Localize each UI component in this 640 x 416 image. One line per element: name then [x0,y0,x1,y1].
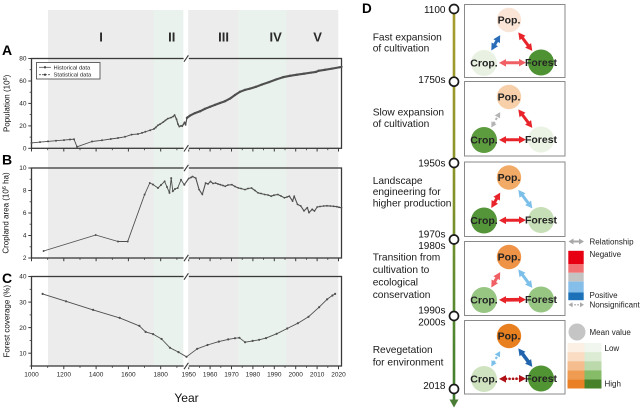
svg-text:I: I [99,29,103,44]
svg-text:of cultivation: of cultivation [373,44,430,55]
svg-text:1200: 1200 [57,372,72,379]
svg-text:1960: 1960 [203,372,218,379]
svg-text:2018: 2018 [423,381,446,392]
svg-text:Pop.: Pop. [498,252,521,264]
svg-text:30: 30 [19,299,27,306]
svg-text:cultivation to: cultivation to [373,265,430,276]
svg-text:Forest: Forest [525,57,558,69]
svg-text:20: 20 [19,123,27,130]
svg-text:Transition from: Transition from [373,253,441,264]
svg-text:higher production: higher production [373,198,452,209]
svg-text:Statistical data: Statistical data [54,73,92,79]
svg-text:Crop.: Crop. [470,215,497,227]
svg-text:Forest: Forest [525,215,558,227]
svg-text:V: V [313,29,322,44]
svg-text:40: 40 [19,274,27,281]
svg-text:1980s: 1980s [418,241,445,252]
svg-text:1970: 1970 [224,372,239,379]
svg-text:of cultivation: of cultivation [373,119,430,130]
svg-text:Forest: Forest [525,373,558,385]
svg-text:1000: 1000 [24,372,39,379]
svg-text:Pop.: Pop. [498,331,521,343]
svg-text:1800: 1800 [153,372,168,379]
svg-text:Crop.: Crop. [470,58,497,70]
svg-text:0: 0 [23,146,27,153]
svg-text:III: III [218,29,229,44]
svg-text:Pop.: Pop. [498,172,521,184]
svg-text:1990: 1990 [267,372,282,379]
svg-text:1950: 1950 [181,372,196,379]
svg-text:1600: 1600 [121,372,136,379]
svg-text:Relationship: Relationship [590,237,635,246]
svg-text:10: 10 [19,165,27,172]
svg-text:1990s: 1990s [418,305,445,316]
svg-text:Slow expansion: Slow expansion [373,108,444,119]
svg-text:2000s: 2000s [418,317,445,328]
svg-text:ecological: ecological [373,277,418,288]
svg-text:60: 60 [19,78,27,85]
svg-text:for environment: for environment [373,358,444,369]
svg-text:Forest: Forest [525,134,558,146]
svg-text:High: High [605,380,621,389]
svg-text:conservation: conservation [373,290,431,301]
svg-text:1100: 1100 [424,5,446,16]
svg-text:Forest coverage (%): Forest coverage (%) [2,285,11,358]
svg-text:Fast expansion: Fast expansion [373,32,442,43]
svg-text:1750s: 1750s [418,75,445,86]
svg-text:Pop.: Pop. [498,92,521,104]
svg-text:4: 4 [23,233,27,240]
svg-text:Pop.: Pop. [498,15,521,27]
svg-text:C: C [2,270,12,286]
svg-text:B: B [2,152,12,168]
svg-text:Crop.: Crop. [470,135,497,147]
svg-text:1970s: 1970s [418,229,445,240]
svg-text:20: 20 [19,325,27,332]
svg-text:Negative: Negative [590,250,622,259]
svg-text:1980: 1980 [246,372,261,379]
svg-text:1950s: 1950s [418,158,445,169]
svg-text:Population (106): Population (106) [3,74,12,132]
svg-text:40: 40 [19,101,27,108]
svg-text:8: 8 [23,188,27,195]
svg-text:Historical data: Historical data [54,65,92,71]
svg-text:6: 6 [23,210,27,217]
svg-text:Positive: Positive [590,291,619,300]
svg-text:Landscape: Landscape [373,176,423,187]
svg-text:Nonsignificant: Nonsignificant [590,301,640,310]
svg-text:Revegetation: Revegetation [373,345,433,356]
svg-text:engineering for: engineering for [373,187,442,198]
svg-text:IV: IV [270,29,283,44]
svg-text:2020: 2020 [331,372,346,379]
svg-text:Crop.: Crop. [470,374,497,386]
svg-text:10: 10 [19,350,27,357]
svg-text:Mean value: Mean value [590,328,632,337]
svg-text:II: II [168,29,175,44]
svg-text:Forest: Forest [525,294,558,306]
svg-text:A: A [2,42,12,58]
svg-text:80: 80 [19,56,27,63]
svg-text:1400: 1400 [89,372,104,379]
svg-text:Year: Year [174,391,198,405]
svg-text:2010: 2010 [310,372,325,379]
svg-text:Low: Low [605,344,620,353]
svg-text:2000: 2000 [288,372,303,379]
svg-text:Cropland area (106 ha): Cropland area (106 ha) [2,172,11,254]
svg-text:2: 2 [23,255,27,262]
svg-text:Crop.: Crop. [470,295,497,307]
svg-text:D: D [362,1,372,16]
